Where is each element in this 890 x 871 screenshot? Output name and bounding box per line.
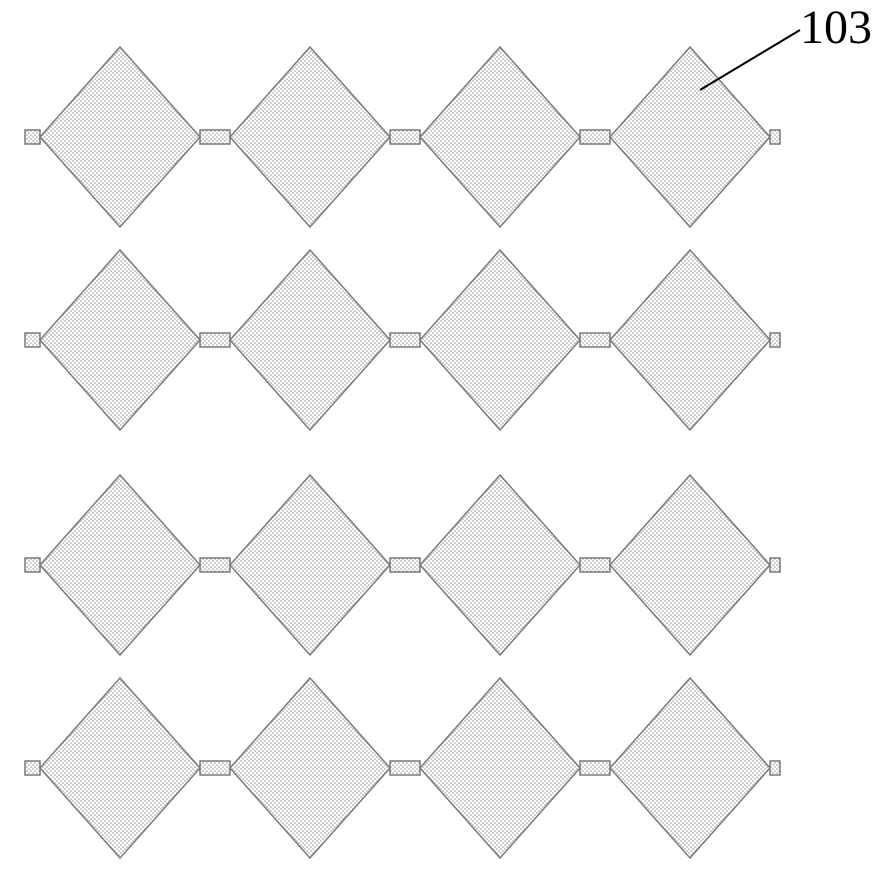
connector — [580, 558, 610, 572]
diamond — [610, 678, 770, 858]
diamond — [40, 475, 200, 655]
diamond — [230, 678, 390, 858]
connector-stub-left — [25, 333, 40, 347]
connector — [200, 130, 230, 144]
label-leader-line — [700, 30, 800, 90]
diamond — [610, 47, 770, 227]
connector-stub-right — [770, 333, 780, 347]
connector-stub-left — [25, 558, 40, 572]
connector-stub-right — [770, 558, 780, 572]
connector — [390, 558, 420, 572]
diagram-svg — [0, 0, 890, 871]
diamond — [230, 250, 390, 430]
diamond — [610, 475, 770, 655]
diagram-canvas: 103 — [0, 0, 890, 871]
diamond — [40, 47, 200, 227]
diamond — [610, 250, 770, 430]
connector — [390, 761, 420, 775]
diamond — [230, 475, 390, 655]
reference-label: 103 — [800, 0, 872, 55]
diamond — [420, 678, 580, 858]
connector — [200, 333, 230, 347]
connector — [200, 558, 230, 572]
diamond — [420, 250, 580, 430]
connector-stub-right — [770, 130, 780, 144]
connector — [200, 761, 230, 775]
diamond — [230, 47, 390, 227]
diamond — [420, 475, 580, 655]
connector-stub-left — [25, 130, 40, 144]
diamond — [40, 250, 200, 430]
connector — [390, 333, 420, 347]
connector — [580, 130, 610, 144]
diamond — [40, 678, 200, 858]
connector-stub-left — [25, 761, 40, 775]
connector — [580, 761, 610, 775]
connector-stub-right — [770, 761, 780, 775]
diamond — [420, 47, 580, 227]
connector — [580, 333, 610, 347]
connector — [390, 130, 420, 144]
